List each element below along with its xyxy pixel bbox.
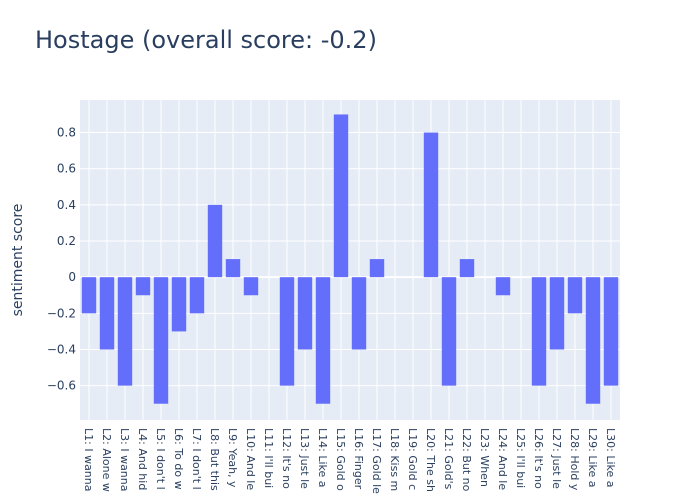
bar[interactable] [585, 277, 601, 404]
bar[interactable] [153, 277, 169, 404]
bar[interactable] [243, 277, 259, 296]
bar[interactable] [279, 277, 295, 386]
x-tick-label: L23: When [478, 428, 491, 487]
bar[interactable] [135, 277, 151, 296]
y-tick-label: 0.2 [57, 234, 76, 248]
bar[interactable] [441, 277, 457, 386]
x-tick-label: L1: I wanna [82, 428, 95, 492]
x-tick-label: L21: Gold's [442, 428, 455, 490]
x-tick-label: L5: I don't l [154, 428, 167, 490]
x-tick-label: L22: But no [460, 428, 473, 492]
bar[interactable] [297, 277, 313, 350]
x-tick-label: L10: And le [244, 428, 257, 490]
x-tick-label: L12: It's no [280, 428, 293, 489]
bar[interactable] [603, 277, 619, 386]
x-tick-label: L27: Just le [550, 428, 563, 489]
x-tick-label: L11: I'll bui [262, 428, 275, 488]
x-tick-label: L8: But this [208, 428, 221, 491]
bar[interactable] [333, 114, 349, 278]
x-tick-label: L20: The sh [424, 428, 437, 492]
bar[interactable] [117, 277, 133, 386]
x-tick-label: L28: Hold y [568, 428, 581, 491]
x-tick-label: L25: I'll bui [514, 428, 527, 488]
x-tick-label: L3: I wanna [118, 428, 131, 492]
bar[interactable] [369, 259, 385, 278]
y-axis-label: sentiment score [10, 204, 26, 317]
x-tick-label: L17: Gold le [370, 428, 383, 494]
chart-title: Hostage (overall score: -0.2) [35, 26, 377, 54]
x-tick-label: L15: Gold o [334, 428, 347, 491]
y-tick-label: −0.4 [47, 342, 76, 356]
y-tick-label: 0.4 [57, 198, 76, 212]
y-tick-labels: −0.6 −0.4 −0.2 0 0.2 0.4 0.6 0.8 [47, 126, 76, 393]
bar[interactable] [351, 277, 367, 350]
y-tick-label: 0.8 [57, 126, 76, 140]
x-tick-label: L6: To do w [172, 428, 185, 490]
bar[interactable] [315, 277, 331, 404]
x-tick-label: L4: And hid [136, 428, 149, 490]
x-tick-label: L2: Alone w [100, 428, 113, 492]
y-tick-label: 0 [68, 270, 76, 284]
y-tick-label: −0.2 [47, 306, 76, 320]
bar[interactable] [567, 277, 583, 314]
x-tick-label: L18: Kiss m [388, 428, 401, 491]
x-tick-label: L14: Like a [316, 428, 329, 488]
x-tick-label: L7: I don't l [190, 428, 203, 490]
bar[interactable] [207, 204, 223, 278]
bar[interactable] [531, 277, 547, 386]
x-tick-label: L26: It's no [532, 428, 545, 489]
bar[interactable] [459, 259, 475, 278]
bar[interactable] [549, 277, 565, 350]
x-tick-label: L24: And le [496, 428, 509, 490]
plot-background [80, 100, 620, 420]
bars [81, 114, 619, 404]
bar[interactable] [81, 277, 97, 314]
y-tick-label: 0.6 [57, 162, 76, 176]
bar[interactable] [99, 277, 115, 350]
x-tick-label: L19: Gold c [406, 428, 419, 490]
bar[interactable] [189, 277, 205, 314]
x-tick-labels: L1: I wanna L2: Alone w L3: I wanna L4: And… [82, 428, 617, 494]
bar[interactable] [225, 259, 241, 278]
bar[interactable] [171, 277, 187, 332]
y-tick-label: −0.6 [47, 379, 76, 393]
x-tick-label: L29: Like a [586, 428, 599, 488]
x-tick-label: L16: Finger [352, 428, 365, 490]
x-tick-label: L9: Yeah, y [226, 428, 239, 488]
bar[interactable] [495, 277, 511, 296]
bar[interactable] [423, 132, 439, 278]
x-tick-label: L30: Like a [604, 428, 617, 488]
x-tick-label: L13: Just le [298, 428, 311, 489]
